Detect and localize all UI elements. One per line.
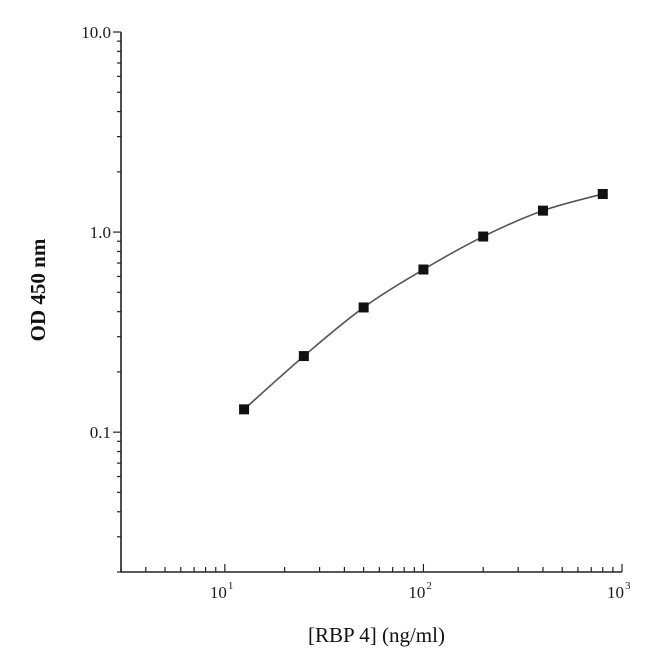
series-layer <box>239 188 608 415</box>
series-line <box>243 193 603 410</box>
data-point-marker <box>597 188 608 199</box>
y-tick-label: 10.0 <box>81 23 111 42</box>
x-axis-ticks: 10 1 10 2 10 3 <box>120 564 631 602</box>
y-tick-label: 0.1 <box>90 423 111 442</box>
x-tick-label-base: 10 <box>210 583 227 602</box>
data-point-marker <box>298 351 309 362</box>
data-point-marker <box>239 404 250 415</box>
axes <box>120 32 622 573</box>
x-axis-label: [RBP 4] (ng/ml) <box>308 623 445 647</box>
data-point-marker <box>418 264 429 275</box>
data-point-marker <box>478 231 489 242</box>
x-tick-label-base: 10 <box>408 583 425 602</box>
x-tick-label-base: 10 <box>607 583 624 602</box>
data-point-marker <box>537 205 548 216</box>
x-tick-label-exponent: 2 <box>426 580 432 592</box>
y-axis-label: OD 450 nm <box>26 238 50 341</box>
y-tick-label: 1.0 <box>90 223 111 242</box>
data-point-marker <box>358 302 369 313</box>
y-axis-ticks: 10.0 1.0 0.1 <box>81 23 121 573</box>
x-tick-label-exponent: 1 <box>228 580 234 592</box>
x-tick-label-exponent: 3 <box>625 580 631 592</box>
